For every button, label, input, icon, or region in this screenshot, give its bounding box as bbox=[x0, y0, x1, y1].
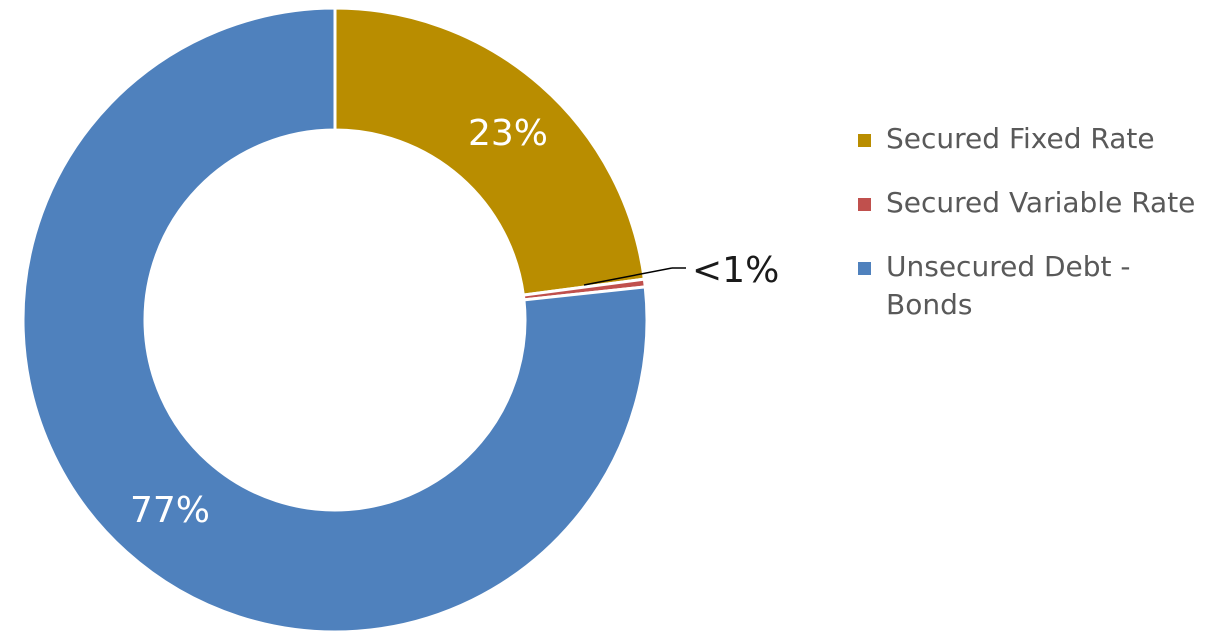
leader-line-secured-variable-rate bbox=[583, 267, 673, 286]
legend-label-unsecured-debt-bonds: Unsecured Debt - Bonds bbox=[886, 250, 1131, 321]
slice-label-secured-variable-rate: <1% bbox=[692, 250, 779, 291]
legend-label-secured-fixed-rate: Secured Fixed Rate bbox=[886, 122, 1155, 155]
slice-label-unsecured-debt-bonds: 77% bbox=[130, 490, 210, 531]
slice-secured-fixed-rate bbox=[333, 6, 646, 297]
slice-label-secured-fixed-rate: 23% bbox=[468, 113, 548, 154]
legend-item-unsecured-debt-bonds: Unsecured Debt - Bonds bbox=[858, 248, 1210, 324]
legend-label-secured-variable-rate: Secured Variable Rate bbox=[886, 186, 1196, 219]
legend-swatch-secured-variable-rate bbox=[858, 198, 871, 211]
legend-item-secured-fixed-rate: Secured Fixed Rate bbox=[858, 120, 1210, 158]
legend-swatch-secured-fixed-rate bbox=[858, 134, 871, 147]
legend-item-secured-variable-rate: Secured Variable Rate bbox=[858, 184, 1210, 222]
donut-chart: 23% <1% 77% bbox=[21, 6, 779, 632]
legend: Secured Fixed Rate Secured Variable Rate… bbox=[858, 120, 1210, 324]
slice-unsecured-debt-bonds bbox=[21, 6, 649, 632]
legend-swatch-unsecured-debt-bonds bbox=[858, 262, 871, 275]
